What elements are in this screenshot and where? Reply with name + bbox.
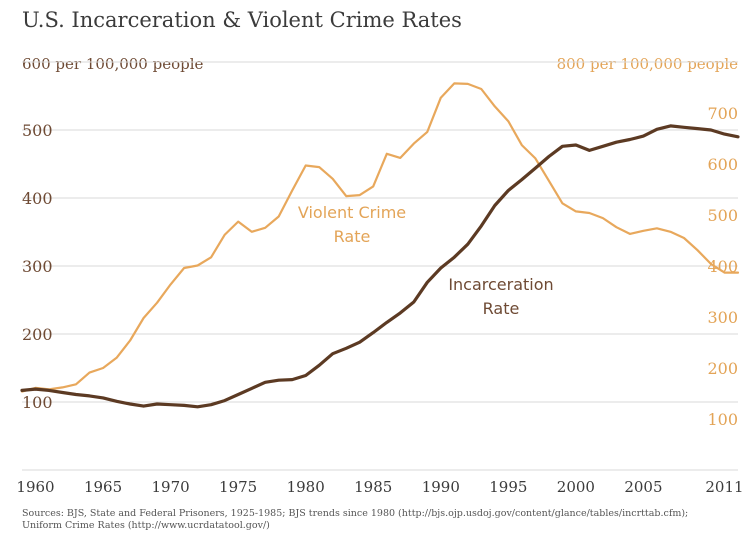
source-note: Sources: BJS, State and Federal Prisoner… [22, 508, 688, 532]
right-axis-unit-label: 800 per 100,000 people [556, 55, 738, 73]
right-tick-label: 400 [707, 257, 738, 276]
x-tick-label: 1965 [84, 478, 122, 496]
left-axis-ticks: 100 200 300 400 500 [22, 121, 53, 412]
x-tick-label: 1985 [354, 478, 392, 496]
source-line-2: Uniform Crime Rates (http://www.ucrdatat… [22, 520, 270, 531]
x-tick-label: 1995 [489, 478, 527, 496]
left-tick-label: 200 [22, 325, 53, 344]
x-tick-label: 1970 [152, 478, 190, 496]
source-line-1: Sources: BJS, State and Federal Prisoner… [22, 508, 689, 519]
violent-crime-annotation-line2: Rate [334, 227, 371, 246]
left-tick-label: 300 [22, 257, 53, 276]
x-tick-label: 1975 [219, 478, 257, 496]
x-tick-label: 2011 [705, 478, 743, 496]
x-tick-label: 1980 [287, 478, 325, 496]
right-tick-label: 200 [707, 359, 738, 378]
right-tick-label: 300 [707, 308, 738, 327]
incarceration-annotation-line1: Incarceration [448, 275, 553, 294]
left-tick-label: 500 [22, 121, 53, 140]
right-tick-label: 100 [707, 410, 738, 429]
left-axis-unit-label: 600 per 100,000 people [22, 55, 204, 73]
x-axis-ticks: 1960 1965 1970 1975 1980 1985 1990 1995 2000 2005… [16, 478, 743, 496]
gridlines [22, 61, 738, 471]
incarceration-rate-line [20, 124, 740, 409]
right-tick-label: 600 [707, 155, 738, 174]
x-tick-label: 2005 [624, 478, 662, 496]
x-tick-label: 1960 [16, 478, 54, 496]
left-tick-label: 400 [22, 189, 53, 208]
left-tick-label: 100 [22, 393, 53, 412]
violent-crime-annotation-line1: Violent Crime [298, 203, 406, 222]
incarceration-annotation-line2: Rate [483, 299, 520, 318]
right-axis-ticks: 100 200 300 400 500 600 700 [707, 104, 738, 429]
right-tick-label: 700 [707, 104, 738, 123]
right-tick-label: 500 [707, 206, 738, 225]
series-lines [20, 82, 740, 409]
x-tick-label: 1990 [422, 478, 460, 496]
chart-title: U.S. Incarceration & Violent Crime Rates [22, 8, 462, 32]
violent-crime-rate-line [20, 82, 740, 393]
x-tick-label: 2000 [557, 478, 595, 496]
